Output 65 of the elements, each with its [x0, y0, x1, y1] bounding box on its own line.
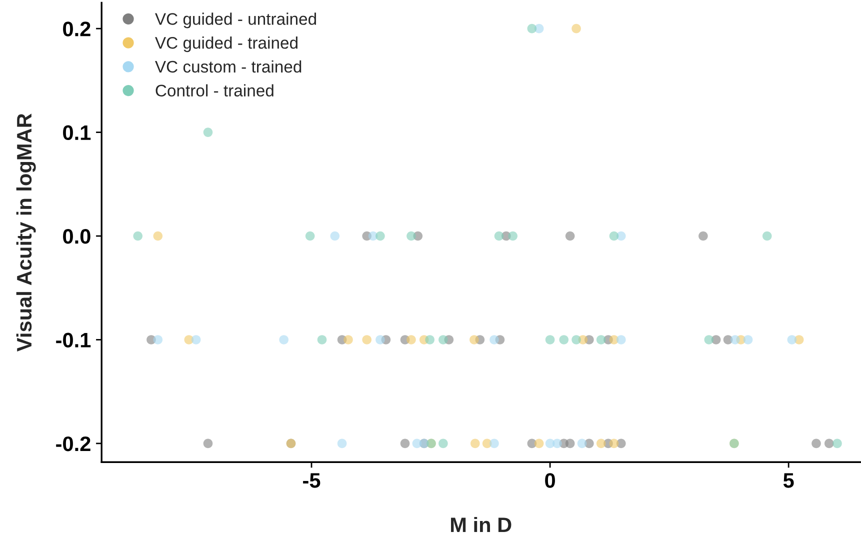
point — [609, 231, 619, 241]
point — [337, 438, 347, 448]
y-tick-label: -0.1 — [56, 332, 91, 348]
point — [133, 231, 143, 241]
y-tick-label: -0.2 — [56, 436, 90, 452]
point — [438, 438, 448, 448]
point — [596, 438, 606, 448]
point — [552, 438, 562, 448]
point — [565, 438, 575, 448]
x-tick-label: 0 — [545, 473, 555, 488]
point — [609, 438, 619, 448]
y-tick-label: 0.0 — [63, 229, 90, 244]
point — [203, 438, 213, 448]
legend-label: Control - trained — [156, 84, 274, 97]
point — [490, 438, 499, 448]
point — [153, 335, 163, 344]
point — [824, 438, 834, 448]
point — [730, 335, 740, 344]
x-tick-label: 5 — [783, 473, 794, 488]
point — [527, 24, 537, 34]
point — [743, 335, 753, 344]
point — [470, 335, 479, 344]
point — [812, 438, 821, 448]
point — [425, 335, 434, 344]
point — [153, 231, 163, 241]
point — [191, 335, 201, 344]
point — [344, 335, 353, 344]
legend-label: VC guided - trained — [155, 36, 298, 52]
point — [362, 335, 372, 344]
point — [572, 335, 581, 344]
point — [565, 231, 575, 241]
point — [545, 335, 555, 344]
point — [577, 438, 587, 448]
point — [470, 438, 480, 448]
point — [376, 231, 385, 241]
point — [787, 335, 797, 344]
point — [616, 335, 626, 344]
point — [400, 438, 410, 448]
point — [406, 231, 416, 241]
point — [494, 231, 504, 241]
point — [279, 335, 288, 344]
point — [376, 335, 385, 344]
point — [698, 231, 708, 241]
point — [572, 24, 581, 34]
point — [438, 335, 448, 344]
point — [508, 231, 518, 241]
point — [832, 438, 842, 448]
point — [490, 335, 499, 344]
point — [762, 231, 772, 241]
point — [559, 335, 569, 344]
point — [596, 335, 606, 344]
point — [704, 335, 714, 344]
point — [330, 231, 340, 241]
legend-label: VC custom - trained — [155, 60, 302, 73]
point — [534, 438, 544, 448]
point — [203, 128, 213, 137]
y-tick-label: 0.1 — [63, 125, 91, 140]
point — [317, 335, 327, 344]
legend-label: VC guided - untrained — [155, 12, 316, 28]
y-axis-title: Visual Acuity in logMAR — [16, 114, 36, 352]
y-tick-label: 0.2 — [63, 22, 90, 36]
x-tick-label: -5 — [303, 473, 320, 488]
x-axis-title: M in D — [451, 516, 512, 532]
point — [406, 335, 416, 344]
point — [305, 231, 315, 241]
